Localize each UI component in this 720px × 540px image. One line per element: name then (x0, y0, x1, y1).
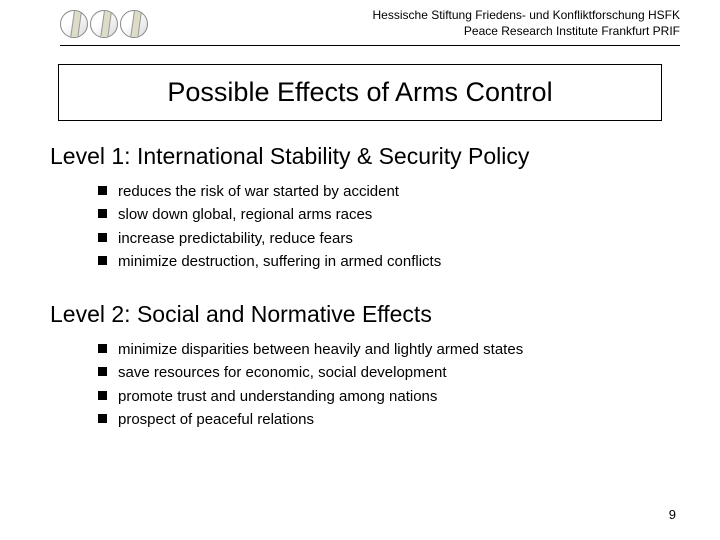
list-item: prospect of peaceful relations (98, 408, 670, 431)
header-divider (60, 45, 680, 46)
page-number: 9 (669, 507, 676, 522)
list-item: slow down global, regional arms races (98, 203, 670, 226)
logo (60, 10, 148, 38)
list-item: minimize disparities between heavily and… (98, 338, 670, 361)
list-item: minimize destruction, suffering in armed… (98, 250, 670, 273)
section-1-list: reduces the risk of war started by accid… (50, 180, 670, 273)
header-line-1: Hessische Stiftung Friedens- und Konflik… (373, 8, 680, 24)
section-1-heading: Level 1: International Stability & Secur… (50, 143, 670, 170)
section-2-heading: Level 2: Social and Normative Effects (50, 301, 670, 328)
header-institution: Hessische Stiftung Friedens- und Konflik… (373, 8, 680, 39)
logo-globe-icon (120, 10, 148, 38)
section-2-list: minimize disparities between heavily and… (50, 338, 670, 431)
list-item: reduces the risk of war started by accid… (98, 180, 670, 203)
header-line-2: Peace Research Institute Frankfurt PRIF (373, 24, 680, 40)
logo-globe-icon (90, 10, 118, 38)
list-item: promote trust and understanding among na… (98, 385, 670, 408)
title-box: Possible Effects of Arms Control (58, 64, 662, 121)
section-level-1: Level 1: International Stability & Secur… (50, 143, 670, 273)
slide-header: Hessische Stiftung Friedens- und Konflik… (0, 0, 720, 43)
slide-title: Possible Effects of Arms Control (69, 77, 651, 108)
list-item: save resources for economic, social deve… (98, 361, 670, 384)
section-level-2: Level 2: Social and Normative Effects mi… (50, 301, 670, 431)
list-item: increase predictability, reduce fears (98, 227, 670, 250)
logo-globe-icon (60, 10, 88, 38)
